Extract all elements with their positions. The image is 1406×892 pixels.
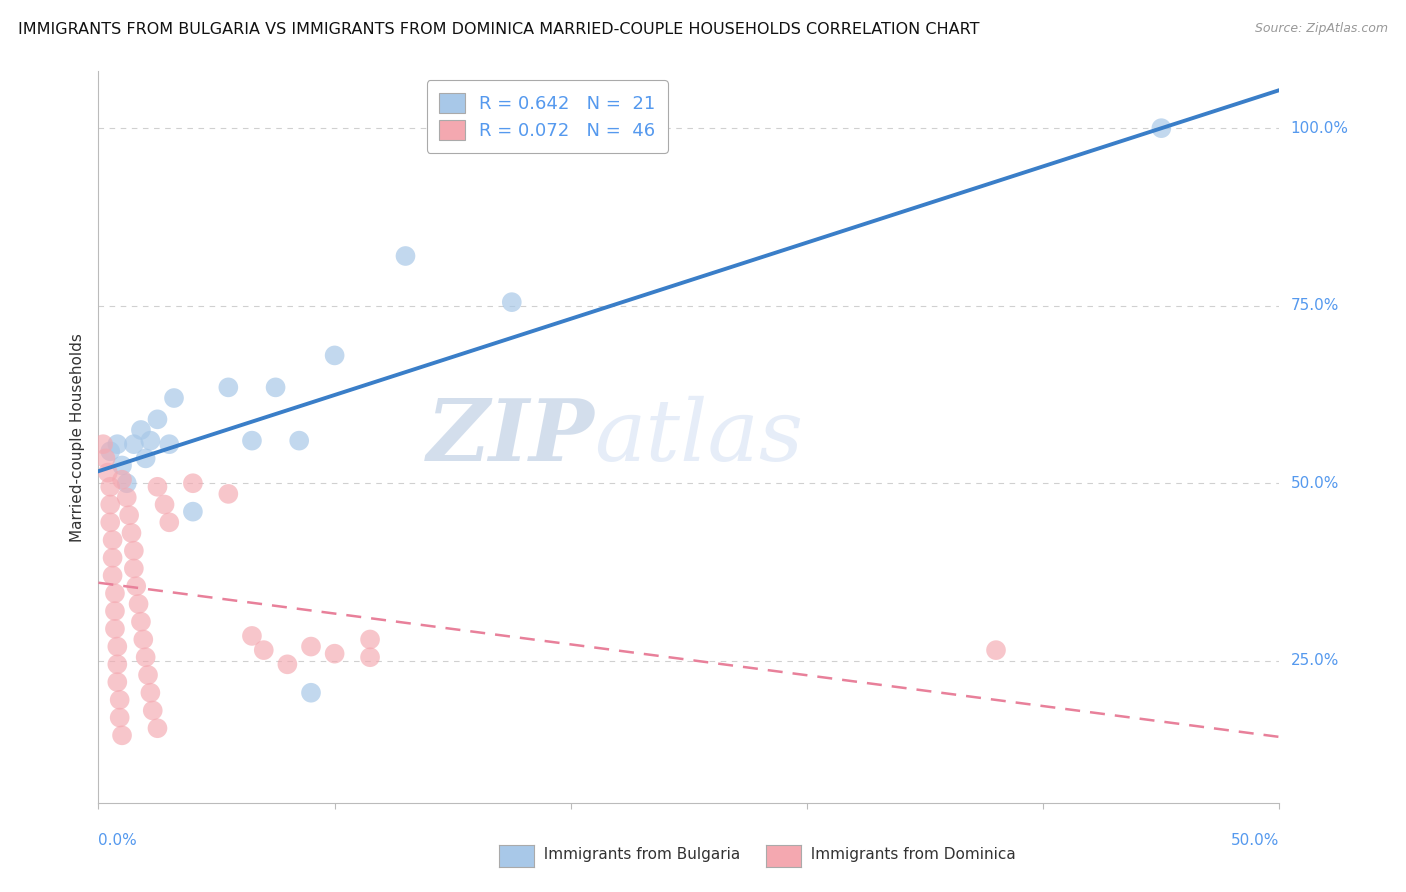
- Text: Source: ZipAtlas.com: Source: ZipAtlas.com: [1254, 22, 1388, 36]
- Y-axis label: Married-couple Households: Married-couple Households: [69, 333, 84, 541]
- Point: [122, 561, 145, 575]
- Point: [984, 643, 1007, 657]
- Point: [104, 604, 127, 618]
- Point: [394, 249, 416, 263]
- Point: [111, 728, 134, 742]
- Point: [108, 710, 131, 724]
- Point: [264, 380, 287, 394]
- Point: [323, 647, 346, 661]
- Point: [139, 686, 162, 700]
- Point: [101, 533, 124, 547]
- Text: atlas: atlas: [595, 396, 804, 478]
- Text: 75.0%: 75.0%: [1291, 298, 1339, 313]
- Point: [98, 444, 121, 458]
- Point: [139, 434, 162, 448]
- Point: [105, 657, 128, 672]
- Point: [97, 466, 120, 480]
- Point: [98, 516, 121, 530]
- Point: [288, 434, 311, 448]
- Point: [501, 295, 523, 310]
- Point: [217, 380, 239, 394]
- Point: [122, 543, 145, 558]
- Point: [136, 668, 159, 682]
- Point: [142, 704, 165, 718]
- Point: [101, 568, 124, 582]
- Point: [122, 437, 145, 451]
- Point: [181, 505, 204, 519]
- Text: 25.0%: 25.0%: [1291, 653, 1339, 668]
- Point: [105, 640, 128, 654]
- Point: [98, 480, 121, 494]
- Point: [240, 434, 263, 448]
- Point: [128, 597, 150, 611]
- Point: [157, 516, 180, 530]
- Point: [129, 615, 152, 629]
- Point: [115, 491, 138, 505]
- Text: ZIP: ZIP: [426, 395, 595, 479]
- Point: [129, 423, 152, 437]
- Point: [240, 629, 263, 643]
- Point: [1150, 121, 1173, 136]
- Point: [181, 476, 204, 491]
- Point: [125, 579, 148, 593]
- Point: [118, 508, 141, 523]
- Point: [299, 686, 322, 700]
- Legend: R = 0.642   N =  21, R = 0.072   N =  46: R = 0.642 N = 21, R = 0.072 N = 46: [426, 80, 668, 153]
- Point: [94, 451, 117, 466]
- Point: [163, 391, 186, 405]
- Point: [299, 640, 322, 654]
- Point: [104, 622, 127, 636]
- Text: Immigrants from Dominica: Immigrants from Dominica: [801, 847, 1017, 862]
- Point: [132, 632, 155, 647]
- Point: [135, 451, 157, 466]
- Point: [135, 650, 157, 665]
- Point: [276, 657, 298, 672]
- Point: [146, 480, 169, 494]
- Text: Immigrants from Bulgaria: Immigrants from Bulgaria: [534, 847, 741, 862]
- Text: 100.0%: 100.0%: [1291, 120, 1348, 136]
- Point: [359, 632, 381, 647]
- Point: [153, 498, 176, 512]
- Point: [101, 550, 124, 565]
- Text: 50.0%: 50.0%: [1232, 833, 1279, 848]
- Point: [121, 525, 143, 540]
- Point: [111, 458, 134, 473]
- Point: [115, 476, 138, 491]
- Text: 50.0%: 50.0%: [1291, 475, 1339, 491]
- Text: IMMIGRANTS FROM BULGARIA VS IMMIGRANTS FROM DOMINICA MARRIED-COUPLE HOUSEHOLDS C: IMMIGRANTS FROM BULGARIA VS IMMIGRANTS F…: [18, 22, 980, 37]
- Point: [146, 721, 169, 735]
- Point: [105, 437, 128, 451]
- Point: [98, 498, 121, 512]
- Point: [105, 675, 128, 690]
- Point: [157, 437, 180, 451]
- Point: [111, 473, 134, 487]
- Point: [146, 412, 169, 426]
- Point: [108, 693, 131, 707]
- Point: [359, 650, 381, 665]
- Point: [253, 643, 276, 657]
- Point: [217, 487, 239, 501]
- Point: [104, 586, 127, 600]
- Point: [323, 348, 346, 362]
- Point: [91, 437, 114, 451]
- Text: 0.0%: 0.0%: [98, 833, 138, 848]
